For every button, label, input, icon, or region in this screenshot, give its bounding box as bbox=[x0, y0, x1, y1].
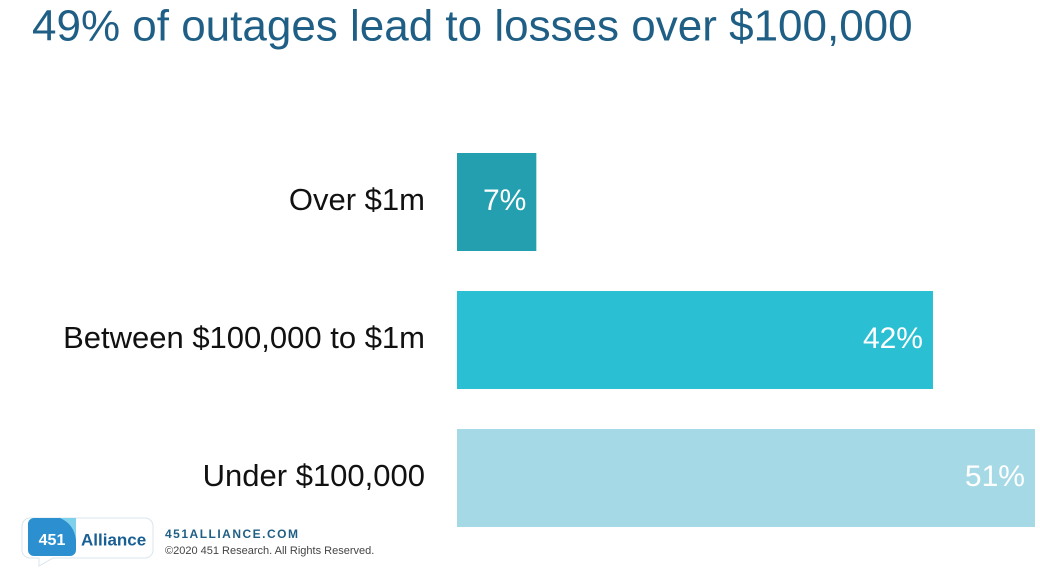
website: 451ALLIANCE.COM bbox=[165, 527, 300, 541]
copyright: ©2020 451 Research. All Rights Reserved. bbox=[165, 545, 374, 557]
bar bbox=[457, 429, 1035, 527]
logo-icon bbox=[28, 518, 76, 556]
logo: 451 Alliance bbox=[21, 517, 154, 567]
category-label: Between $100,000 to $1m bbox=[63, 320, 425, 355]
value-label: 51% bbox=[965, 460, 1025, 493]
category-label: Under $100,000 bbox=[203, 458, 425, 493]
logo-accent bbox=[60, 518, 76, 540]
value-label: 7% bbox=[483, 184, 526, 217]
category-label: Over $1m bbox=[289, 182, 425, 217]
value-label: 42% bbox=[863, 322, 923, 355]
chart-title: 49% of outages lead to losses over $100,… bbox=[32, 2, 913, 51]
logo-text: Alliance bbox=[81, 530, 146, 549]
bar bbox=[457, 153, 537, 251]
logo-number: 451 bbox=[39, 532, 66, 549]
bar bbox=[457, 291, 933, 389]
